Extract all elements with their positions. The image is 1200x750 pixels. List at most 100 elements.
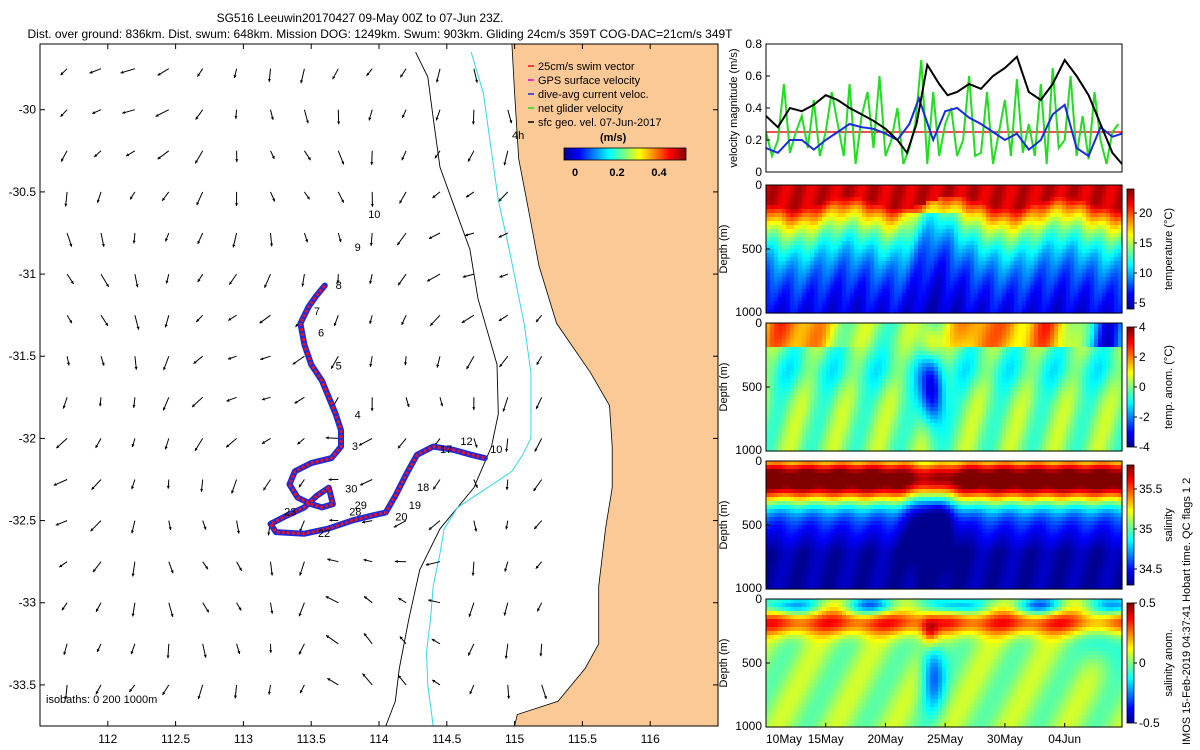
- velocity-arrow: [431, 679, 441, 686]
- velocity-arrow: [129, 191, 136, 200]
- velocity-arrow: [299, 684, 305, 694]
- velocity-arrow: [267, 684, 271, 695]
- velocity-arrow: [60, 150, 68, 162]
- velocity-arrow: [303, 150, 312, 161]
- velocity-arrow: [294, 396, 305, 404]
- section-ylabel: Depth (m): [718, 225, 730, 274]
- velocity-arrow: [235, 191, 239, 207]
- interval-label: 4h: [512, 130, 524, 142]
- colorbar-tick-label: 5: [1139, 296, 1146, 310]
- velocity-arrow: [63, 643, 68, 656]
- velocity-arrow: [298, 643, 305, 655]
- colorbar-unit: (m/s): [600, 132, 627, 144]
- velocity-arrow: [196, 191, 204, 206]
- velocity-arrow: [195, 109, 204, 120]
- velocity-arrow: [200, 479, 204, 492]
- velocity-arrow: [166, 479, 170, 489]
- colorbar-tick-label: 0: [1139, 656, 1146, 670]
- velocity-arrow: [270, 109, 274, 120]
- velocity-arrow: [401, 150, 407, 161]
- velocity-arrow: [164, 315, 170, 328]
- isobath-200m: [425, 52, 532, 726]
- velocity-arrow: [66, 314, 73, 324]
- velocity-arrow: [505, 438, 509, 452]
- map-xtick-label: 115: [505, 732, 524, 746]
- velocity-arrow: [425, 561, 441, 566]
- section-ytick-label: 0: [755, 316, 762, 330]
- title-line-2: Dist. over ground: 836km. Dist. swum: 64…: [27, 27, 733, 41]
- vel-ytick-label: 0.4: [745, 101, 762, 115]
- section-colorbar: [1126, 602, 1135, 724]
- velocity-arrow: [261, 437, 271, 445]
- velocity-arrow: [336, 274, 340, 284]
- colorbar-tick-label: 0.5: [1139, 596, 1156, 610]
- section-colorbar: [1126, 464, 1135, 586]
- track-label: 20: [395, 512, 407, 524]
- velocity-arrow: [233, 68, 238, 79]
- track-label: 6: [318, 328, 324, 340]
- velocity-arrow: [66, 273, 75, 285]
- velocity-arrow: [536, 602, 543, 612]
- velocity-arrow: [202, 561, 209, 570]
- velocity-arrow: [535, 314, 543, 323]
- velocity-arrow: [499, 355, 509, 368]
- velocity-arrow: [95, 438, 102, 449]
- map-xtick-label: 116: [641, 732, 660, 746]
- velocity-arrow: [100, 232, 105, 248]
- velocity-arrow: [262, 479, 271, 491]
- velocity-arrow: [161, 191, 170, 202]
- map-ytick-label: -32: [19, 431, 37, 445]
- section-ytick-label: 500: [742, 380, 762, 394]
- velocity-arrow: [100, 273, 110, 288]
- velocity-arrow: [369, 315, 373, 325]
- velocity-arrow: [504, 643, 509, 659]
- velocity-arrow: [270, 191, 276, 202]
- velocity-arrow: [131, 438, 136, 448]
- velocity-arrow: [504, 561, 509, 572]
- velocity-arrow: [399, 191, 407, 204]
- velocity-arrow: [55, 520, 68, 526]
- velocity-arrow: [91, 109, 102, 115]
- colorbar-tick-label: 34.5: [1139, 562, 1163, 576]
- date-tick-label: 04Jun: [1048, 732, 1081, 746]
- map-ytick-label: -33.5: [9, 678, 37, 692]
- velocity-arrow: [64, 684, 68, 700]
- track-label: 23: [284, 507, 296, 519]
- vel-ytick-label: 0.2: [745, 133, 762, 147]
- velocity-arrow: [261, 396, 271, 401]
- velocity-arrow: [399, 636, 407, 645]
- velocity-arrow: [401, 314, 407, 326]
- velocity-arrow: [337, 191, 345, 204]
- velocity-arrow: [533, 479, 543, 492]
- velocity-arrow: [505, 520, 509, 530]
- velocity-arrow: [405, 397, 410, 408]
- section-ytick-label: 500: [742, 518, 762, 532]
- velocity-arrow: [369, 232, 373, 246]
- velocity-arrow: [536, 355, 543, 366]
- velocity-arrow: [162, 684, 170, 696]
- colorbar-tick-1: 0.2: [609, 167, 624, 179]
- velocity-arrow: [363, 632, 373, 645]
- date-tick-label: 10May: [766, 732, 802, 746]
- velocity-arrow: [533, 520, 543, 530]
- colorbar-tick-label: -0.5: [1139, 716, 1160, 730]
- velocity-arrow: [130, 643, 136, 655]
- velocity-arrow: [202, 602, 210, 613]
- date-tick-label: 15May: [808, 732, 844, 746]
- section-ylabel: Depth (m): [718, 639, 730, 688]
- velocity-arrow: [155, 109, 170, 117]
- series-net-glider-velocity: [766, 59, 1120, 165]
- velocity-arrow: [337, 232, 342, 243]
- velocity-arrow: [397, 273, 407, 286]
- velocity-arrow: [369, 356, 373, 367]
- velocity-arrow: [96, 191, 102, 203]
- colorbar-tick-label: 20: [1139, 206, 1153, 220]
- velocity-arrow: [503, 150, 509, 166]
- velocity-arrow: [369, 273, 373, 285]
- velocity-arrow: [236, 561, 243, 571]
- velocity-arrow: [434, 150, 441, 159]
- isobath-1000m: [385, 52, 499, 726]
- velocity-arrow: [268, 68, 271, 82]
- velocity-arrow: [473, 479, 478, 489]
- track-label: 28: [349, 507, 361, 519]
